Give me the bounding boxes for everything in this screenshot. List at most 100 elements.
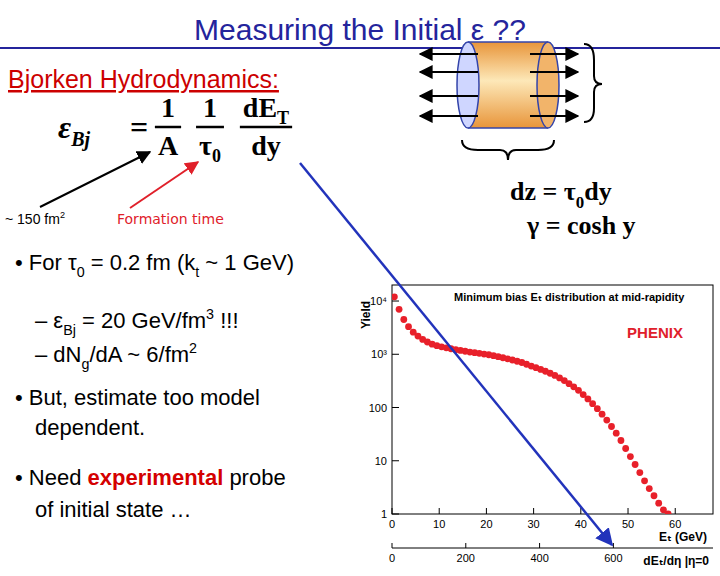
formula-lhs: εBj — [58, 109, 90, 151]
text-run: 3 — [206, 306, 214, 322]
arrow-area — [40, 152, 150, 207]
bullet: • Need experimental probe — [15, 465, 286, 490]
text-run: – ε — [35, 308, 63, 333]
text-run: γ = cosh y — [526, 211, 636, 240]
x2-tick-label: 600 — [604, 552, 622, 564]
text-run: of initial state … — [35, 497, 192, 522]
text-run: experimental — [88, 465, 224, 490]
formula-eq: = — [130, 109, 148, 145]
data-point — [392, 293, 398, 300]
fraction-bar — [196, 126, 224, 129]
text-run: 0 — [576, 193, 584, 212]
bullet: dependent. — [35, 415, 145, 440]
bullet: • For τ0 = 0.2 fm (kt ~ 1 GeV) — [15, 250, 294, 280]
text-run: 2 — [189, 340, 197, 356]
flow-arrow — [530, 95, 578, 97]
relation: dz = τ0dy — [510, 177, 612, 212]
x-tick-label: 50 — [622, 518, 634, 530]
text-run: 2 — [60, 210, 65, 220]
x-tick-label: 40 — [575, 518, 587, 530]
data-point — [608, 423, 615, 430]
text-run: • Need — [15, 465, 88, 490]
cylinder-edge — [468, 127, 548, 129]
text-run: dz = τ — [510, 177, 576, 206]
data-point — [651, 492, 658, 499]
text-run: probe — [223, 465, 285, 490]
text-run: 0 — [212, 146, 221, 166]
x2-tick — [613, 543, 614, 548]
data-point — [400, 316, 407, 323]
x-tick-label: 60 — [669, 518, 681, 530]
slide-title: Measuring the Initial ε ?? — [194, 13, 526, 46]
text-run: = 20 GeV/fm — [76, 308, 206, 333]
expansion-diagram — [420, 42, 602, 160]
text-run: dependent. — [35, 415, 145, 440]
x2-tick-label: 0 — [389, 552, 395, 564]
fraction-bar — [155, 126, 181, 129]
flow-arrow — [420, 95, 478, 97]
x-tick — [628, 508, 629, 514]
y-tick-label: 1 — [381, 508, 387, 520]
slide: Measuring the Initial ε ?? Bjorken Hydrod… — [0, 0, 720, 576]
x-tick — [439, 508, 440, 514]
x2-tick — [539, 543, 540, 548]
y-axis-label: Yield — [359, 301, 373, 329]
cylinder-edge — [468, 41, 548, 43]
text-run: • For τ — [15, 250, 77, 275]
annotation: PHENIX — [627, 324, 683, 341]
x-tick-label: 10 — [433, 518, 445, 530]
text-run: 1 — [203, 92, 217, 123]
y-tick — [392, 301, 399, 302]
text-run: Formation time — [117, 211, 224, 227]
formula-sub: Bj — [70, 128, 90, 151]
flow-arrow — [530, 53, 578, 55]
text-run: = 0.2 fm (k — [85, 250, 197, 275]
x-tick — [675, 508, 676, 514]
bullet: – dNg/dA ~ 6/fm2 — [35, 340, 197, 372]
text-run: T — [277, 108, 289, 128]
x2-tick-label: 400 — [530, 552, 548, 564]
data-point — [594, 405, 601, 412]
flow-arrow — [420, 53, 478, 55]
x2-axis — [392, 548, 713, 549]
text-run: dy — [251, 130, 281, 161]
title-rule — [0, 47, 720, 49]
x-axis-label: Eₜ (GeV) — [659, 530, 707, 544]
data-point — [603, 417, 610, 424]
data-point — [396, 306, 403, 313]
y-tick-label: 100 — [369, 402, 387, 414]
fraction-bar — [240, 126, 292, 129]
data-point — [589, 400, 596, 407]
chart-title: Minimum bias Eₜ distribution at mid-rapi… — [454, 291, 685, 303]
chart: 010203040506011010010³10⁴0200400600Eₜ (G… — [359, 285, 713, 568]
x2-tick — [465, 543, 466, 548]
x-tick-label: 0 — [389, 518, 395, 530]
flow-arrow — [420, 71, 478, 73]
text-run: dE — [243, 92, 277, 123]
y-tick-label: 10 — [375, 455, 387, 467]
brace — [462, 140, 554, 160]
data-point — [646, 485, 653, 492]
x-tick-label: 30 — [527, 518, 539, 530]
pointer-arrow — [300, 163, 612, 545]
heading: Bjorken Hydrodynamics: — [8, 65, 279, 93]
text-run: /dA ~ 6/fm — [89, 342, 189, 367]
y-tick — [392, 460, 399, 461]
formula-symbol: ε — [58, 109, 71, 145]
text-run: Bj — [63, 322, 76, 338]
data-point — [622, 445, 629, 452]
bullet: • But, estimate too model — [15, 385, 260, 410]
x2-tick-label: 200 — [457, 552, 475, 564]
relation: γ = cosh y — [526, 211, 636, 240]
x-tick-label: 20 — [480, 518, 492, 530]
data-point — [618, 437, 625, 444]
fraction-numerator: 1 — [161, 92, 175, 123]
x2-axis-label: dEₜ/dη |η=0 — [643, 554, 709, 568]
data-point — [405, 323, 412, 330]
data-point — [655, 500, 662, 507]
arrow-formation-time — [130, 162, 198, 208]
y-tick-label: 10³ — [371, 348, 387, 360]
plot-frame — [392, 285, 713, 514]
text-run: 0 — [77, 264, 85, 280]
text-run: ~ 1 GeV) — [199, 250, 294, 275]
